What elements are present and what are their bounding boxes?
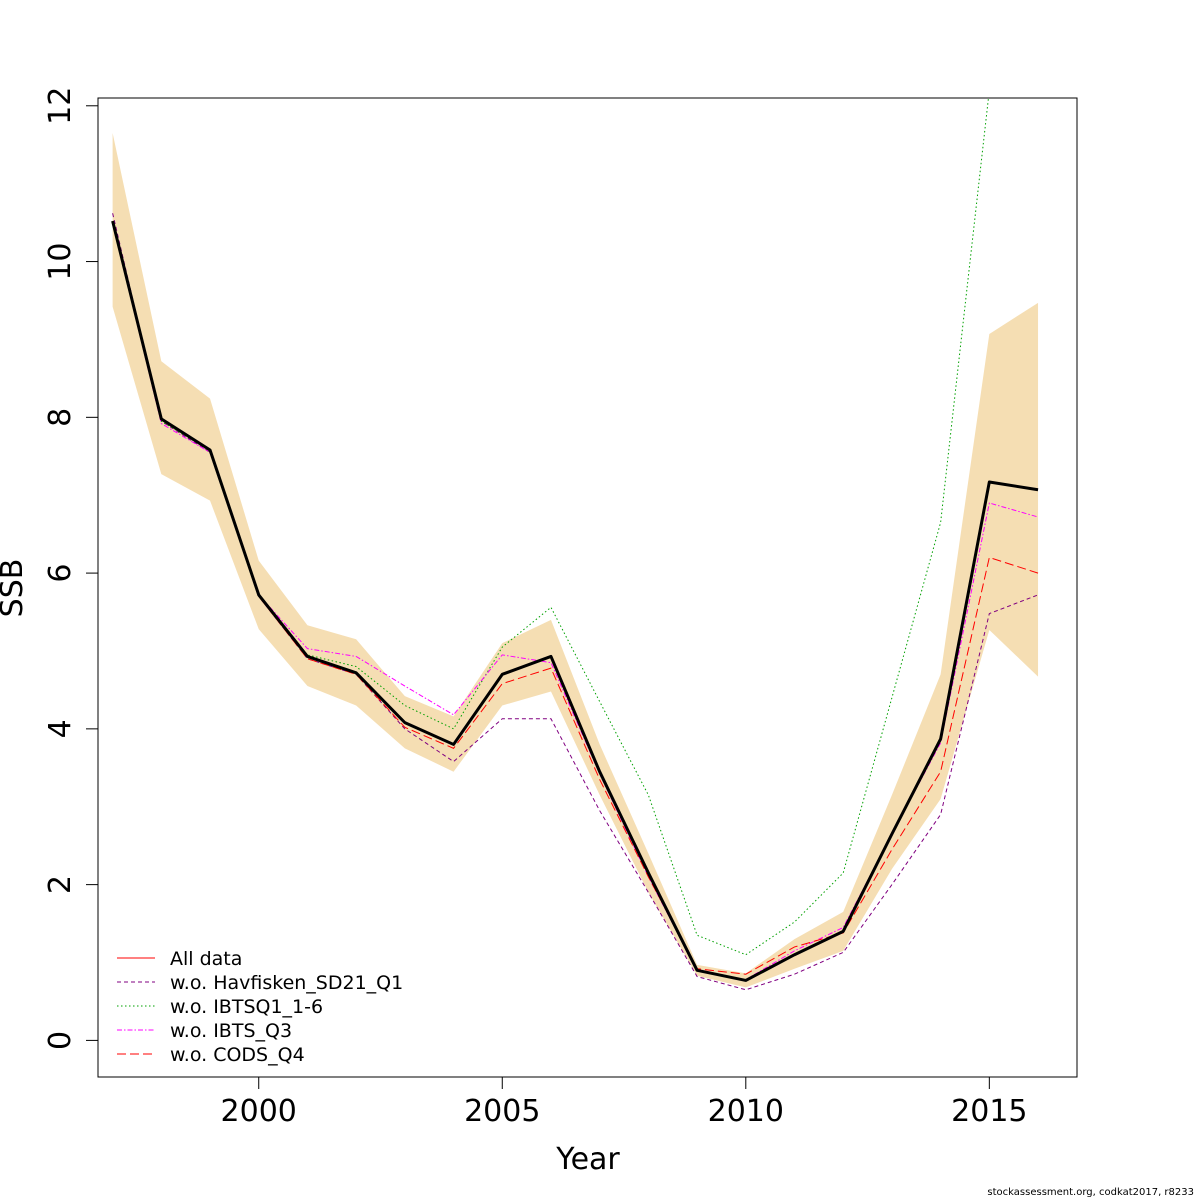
x-axis: 2000 2005 2010 2015 — [221, 1076, 1028, 1129]
legend-label: w.o. CODS_Q4 — [170, 1044, 305, 1066]
series-line-2 — [112, 98, 989, 956]
y-axis-title: SSB — [0, 559, 30, 618]
x-tick-label: 2000 — [221, 1094, 297, 1129]
legend-label: w.o. Havfisken_SD21_Q1 — [170, 972, 403, 994]
x-tick-label: 2010 — [708, 1094, 784, 1129]
x-tick-label: 2005 — [464, 1094, 540, 1129]
y-tick-label: 4 — [43, 719, 78, 738]
series-line-3 — [112, 222, 1039, 981]
confidence-band-layer — [112, 133, 1039, 988]
legend-label: All data — [170, 948, 242, 970]
y-tick-label: 6 — [43, 564, 78, 583]
footer-credit: stockassessment.org, codkat2017, r8233 — [987, 1187, 1194, 1198]
estimate-line — [111, 220, 1039, 982]
y-tick-label: 0 — [43, 1031, 78, 1050]
y-tick-label: 8 — [43, 408, 78, 427]
confidence-band — [112, 133, 1039, 988]
y-tick-label: 12 — [43, 87, 78, 125]
estimate-layer — [111, 220, 1039, 982]
series-line-4 — [112, 222, 1039, 975]
y-tick-label: 2 — [43, 875, 78, 894]
legend-label: w.o. IBTS_Q3 — [170, 1020, 292, 1042]
x-axis-title: Year — [555, 1142, 620, 1177]
legend-label: w.o. IBTSQ1_1-6 — [170, 996, 323, 1018]
x-tick-label: 2015 — [951, 1094, 1027, 1129]
y-tick-label: 10 — [43, 242, 78, 280]
y-axis: 0 2 4 6 8 10 12 — [43, 87, 99, 1050]
